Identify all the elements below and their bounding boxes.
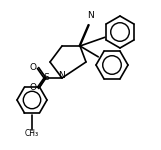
Text: O: O (29, 84, 37, 93)
Text: N: N (88, 11, 94, 20)
Text: CH₃: CH₃ (25, 129, 39, 138)
Text: S: S (43, 74, 49, 82)
Text: N: N (59, 72, 65, 81)
Text: O: O (29, 63, 37, 72)
